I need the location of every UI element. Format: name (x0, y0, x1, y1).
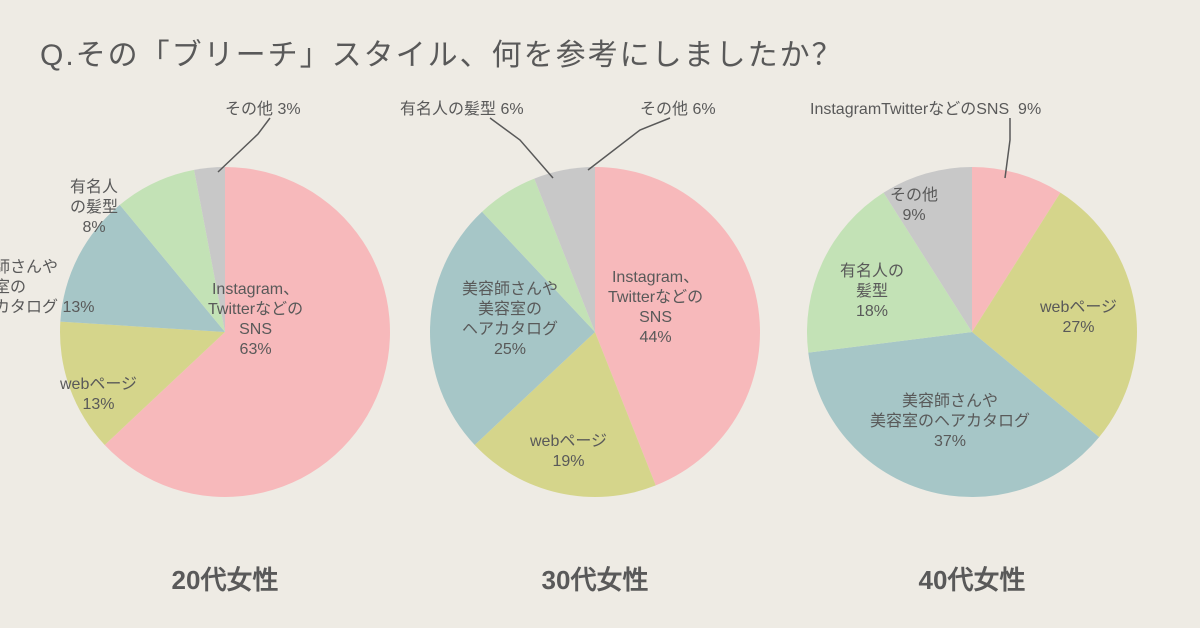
label-f40-other: その他 9% (890, 186, 938, 226)
pie-f40 (0, 0, 1200, 628)
label-f40-sns: InstagramTwitterなどのSNS 9% (810, 100, 1041, 120)
caption-f40: 40代女性 (822, 560, 1122, 597)
label-f40-catalog: 美容師さんや 美容室のヘアカタログ 37% (870, 392, 1030, 452)
label-f40-web: webページ 27% (1040, 298, 1117, 338)
label-f40-celeb: 有名人の 髪型 18% (840, 262, 904, 322)
